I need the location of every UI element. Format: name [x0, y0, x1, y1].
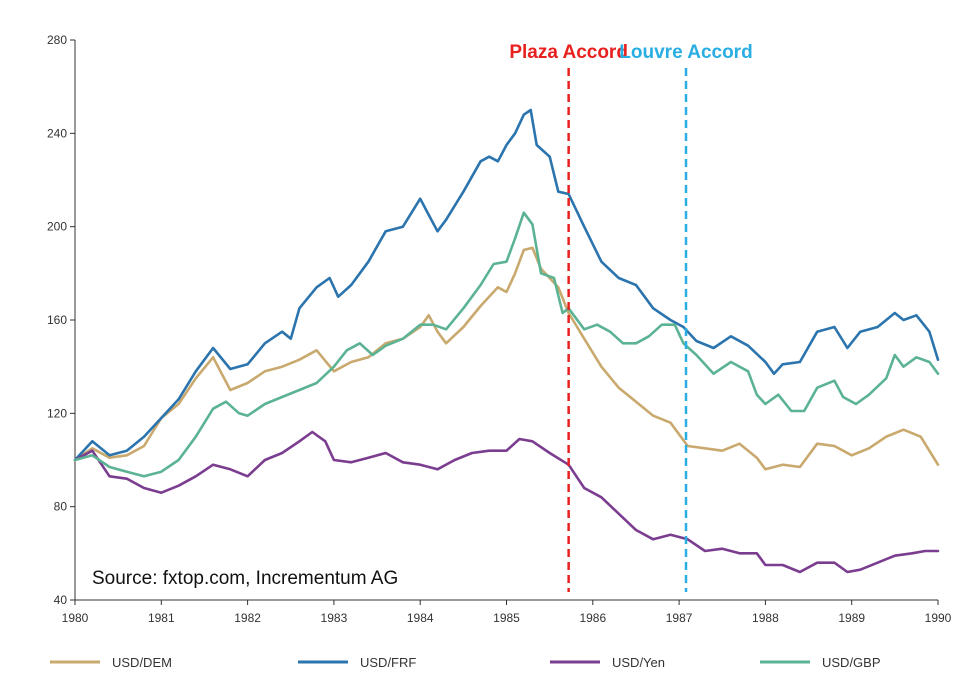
- source-note: Source: fxtop.com, Incrementum AG: [92, 568, 398, 589]
- louvre-accord-label: Louvre Accord: [619, 42, 752, 63]
- legend-label-usd-frf: USD/FRF: [360, 655, 416, 670]
- series-line-usd-frf: [73, 108, 940, 462]
- y-tick-label: 280: [47, 33, 67, 47]
- x-tick-label: 1985: [493, 611, 520, 625]
- y-tick-label: 80: [54, 500, 68, 514]
- plaza-accord-label: Plaza Accord: [509, 42, 628, 63]
- axes: 40 80 120 160 200 240 280 1980 1981 1982 1983 1984 1…: [47, 33, 952, 625]
- x-tick-label: 1989: [838, 611, 865, 625]
- x-tick-label: 1990: [925, 611, 952, 625]
- y-tick-label: 240: [47, 126, 67, 140]
- y-tick-label: 120: [47, 406, 67, 420]
- legend-label-usd-dem: USD/DEM: [112, 655, 172, 670]
- source-box: Source: fxtop.com, Incrementum AG: [84, 558, 466, 594]
- series-line-usd-dem: [73, 246, 940, 471]
- x-tick-label: 1980: [62, 611, 89, 625]
- x-tick-label: 1987: [666, 611, 693, 625]
- x-tick-label: 1981: [148, 611, 175, 625]
- x-tick-label: 1983: [321, 611, 348, 625]
- legend-label-usd-yen: USD/Yen: [612, 655, 665, 670]
- legend: USD/DEM USD/FRF USD/Yen USD/GBP: [50, 655, 881, 670]
- x-tick-label: 1982: [234, 611, 261, 625]
- series-lines: [73, 108, 940, 574]
- x-tick-label: 1986: [579, 611, 606, 625]
- y-tick-label: 160: [47, 313, 67, 327]
- legend-label-usd-gbp: USD/GBP: [822, 655, 881, 670]
- y-tick-label: 40: [54, 593, 68, 607]
- x-tick-label: 1984: [407, 611, 434, 625]
- x-tick-label: 1988: [752, 611, 779, 625]
- series-line-usd-gbp: [73, 211, 940, 478]
- series-line-usd-yen: [73, 430, 940, 574]
- y-tick-label: 200: [47, 220, 67, 234]
